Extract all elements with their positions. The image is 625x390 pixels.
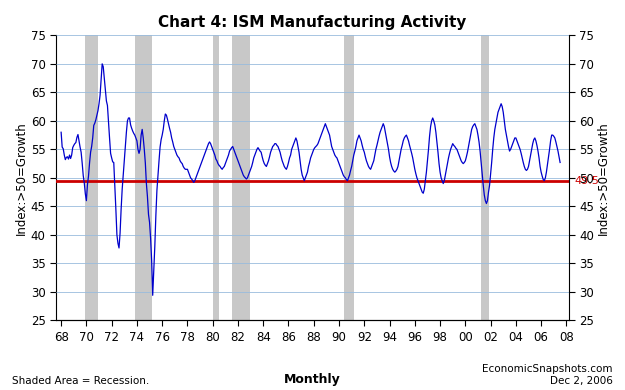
Bar <box>344 35 354 320</box>
Y-axis label: Index:>50=Growth: Index:>50=Growth <box>15 121 28 235</box>
Text: 49.5: 49.5 <box>574 176 599 186</box>
Bar <box>232 35 249 320</box>
Text: Shaded Area = Recession.: Shaded Area = Recession. <box>12 376 150 386</box>
Text: EconomicSnapshots.com
Dec 2, 2006: EconomicSnapshots.com Dec 2, 2006 <box>482 365 612 386</box>
Y-axis label: Index:>50=Growth: Index:>50=Growth <box>597 121 610 235</box>
Bar <box>481 35 489 320</box>
Bar <box>135 35 152 320</box>
Bar <box>86 35 98 320</box>
Bar <box>213 35 219 320</box>
Title: Chart 4: ISM Manufacturing Activity: Chart 4: ISM Manufacturing Activity <box>158 15 467 30</box>
Text: Monthly: Monthly <box>284 373 341 386</box>
